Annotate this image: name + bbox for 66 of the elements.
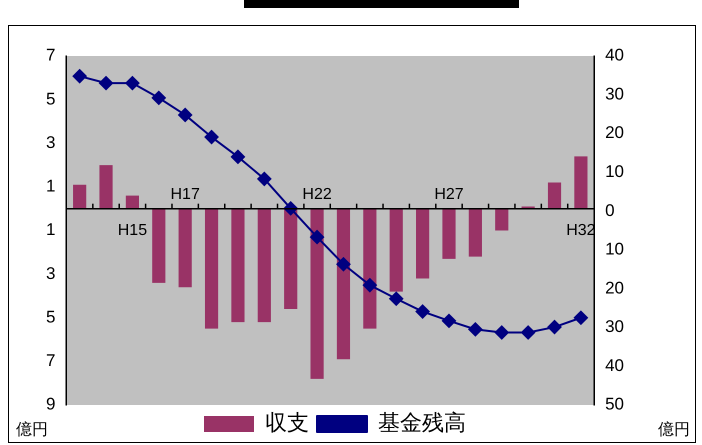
x-tick-label: H15 xyxy=(118,222,148,240)
point xyxy=(178,108,192,122)
y-tick-label: 1 xyxy=(46,220,56,240)
y2-tick-label: 30 xyxy=(605,317,624,336)
bar xyxy=(99,165,113,209)
y-tick-label: 3 xyxy=(46,264,56,283)
bar xyxy=(574,156,588,209)
bar xyxy=(73,184,86,209)
bar xyxy=(336,208,350,360)
bar xyxy=(310,208,324,379)
point xyxy=(336,257,350,272)
point xyxy=(521,325,536,340)
y2-tick-label: 30 xyxy=(605,84,624,104)
point xyxy=(99,76,114,90)
y2-tick-label: 0 xyxy=(605,200,615,220)
point xyxy=(442,314,456,328)
point xyxy=(362,278,377,292)
y2-axis-title: 億円 xyxy=(658,420,690,438)
bar xyxy=(126,196,140,209)
y-tick-label: 9 xyxy=(46,394,56,414)
point xyxy=(204,130,219,144)
legend-label: 収支 xyxy=(265,410,309,436)
point xyxy=(230,150,245,164)
y-tick-label: 5 xyxy=(46,307,56,326)
bar xyxy=(495,208,508,230)
y-tick-label: 3 xyxy=(46,132,56,152)
point xyxy=(548,320,562,334)
y2-tick-label: 10 xyxy=(605,162,624,182)
bar xyxy=(152,208,166,283)
point xyxy=(494,325,509,340)
y2-tick-label: 20 xyxy=(605,278,624,298)
bar xyxy=(258,208,271,322)
y-tick-label: 7 xyxy=(46,351,56,370)
x-tick-label: H22 xyxy=(302,186,332,204)
bar xyxy=(468,208,482,257)
point xyxy=(468,322,482,336)
bar xyxy=(548,182,562,209)
point xyxy=(416,304,430,319)
point xyxy=(574,310,588,325)
y-tick-label: 7 xyxy=(46,46,56,65)
point xyxy=(152,90,166,105)
y-axis-title: 億円 xyxy=(16,420,48,438)
x-tick-label: H27 xyxy=(434,186,464,204)
point xyxy=(389,292,404,306)
bar xyxy=(204,208,218,329)
bar xyxy=(284,208,298,310)
y-tick-label: 5 xyxy=(46,89,56,108)
point xyxy=(310,230,324,244)
bar xyxy=(442,208,456,259)
bar xyxy=(390,208,403,292)
point xyxy=(72,69,87,84)
y2-tick-label: 40 xyxy=(605,46,624,65)
point xyxy=(257,172,272,186)
bar xyxy=(231,208,245,322)
x-tick-label: H32 xyxy=(566,222,596,240)
y2-tick-label: 40 xyxy=(605,356,624,375)
legend-label: 基金残高 xyxy=(378,410,466,436)
y2-tick-label: 20 xyxy=(605,123,624,142)
bar xyxy=(363,208,376,329)
y2-tick-label: 10 xyxy=(605,240,624,259)
x-tick-label: H17 xyxy=(170,186,200,204)
bar xyxy=(178,208,192,288)
y2-tick-label: 50 xyxy=(605,394,624,414)
bar xyxy=(416,208,430,278)
y-tick-label: 1 xyxy=(46,176,56,196)
point xyxy=(125,76,140,90)
